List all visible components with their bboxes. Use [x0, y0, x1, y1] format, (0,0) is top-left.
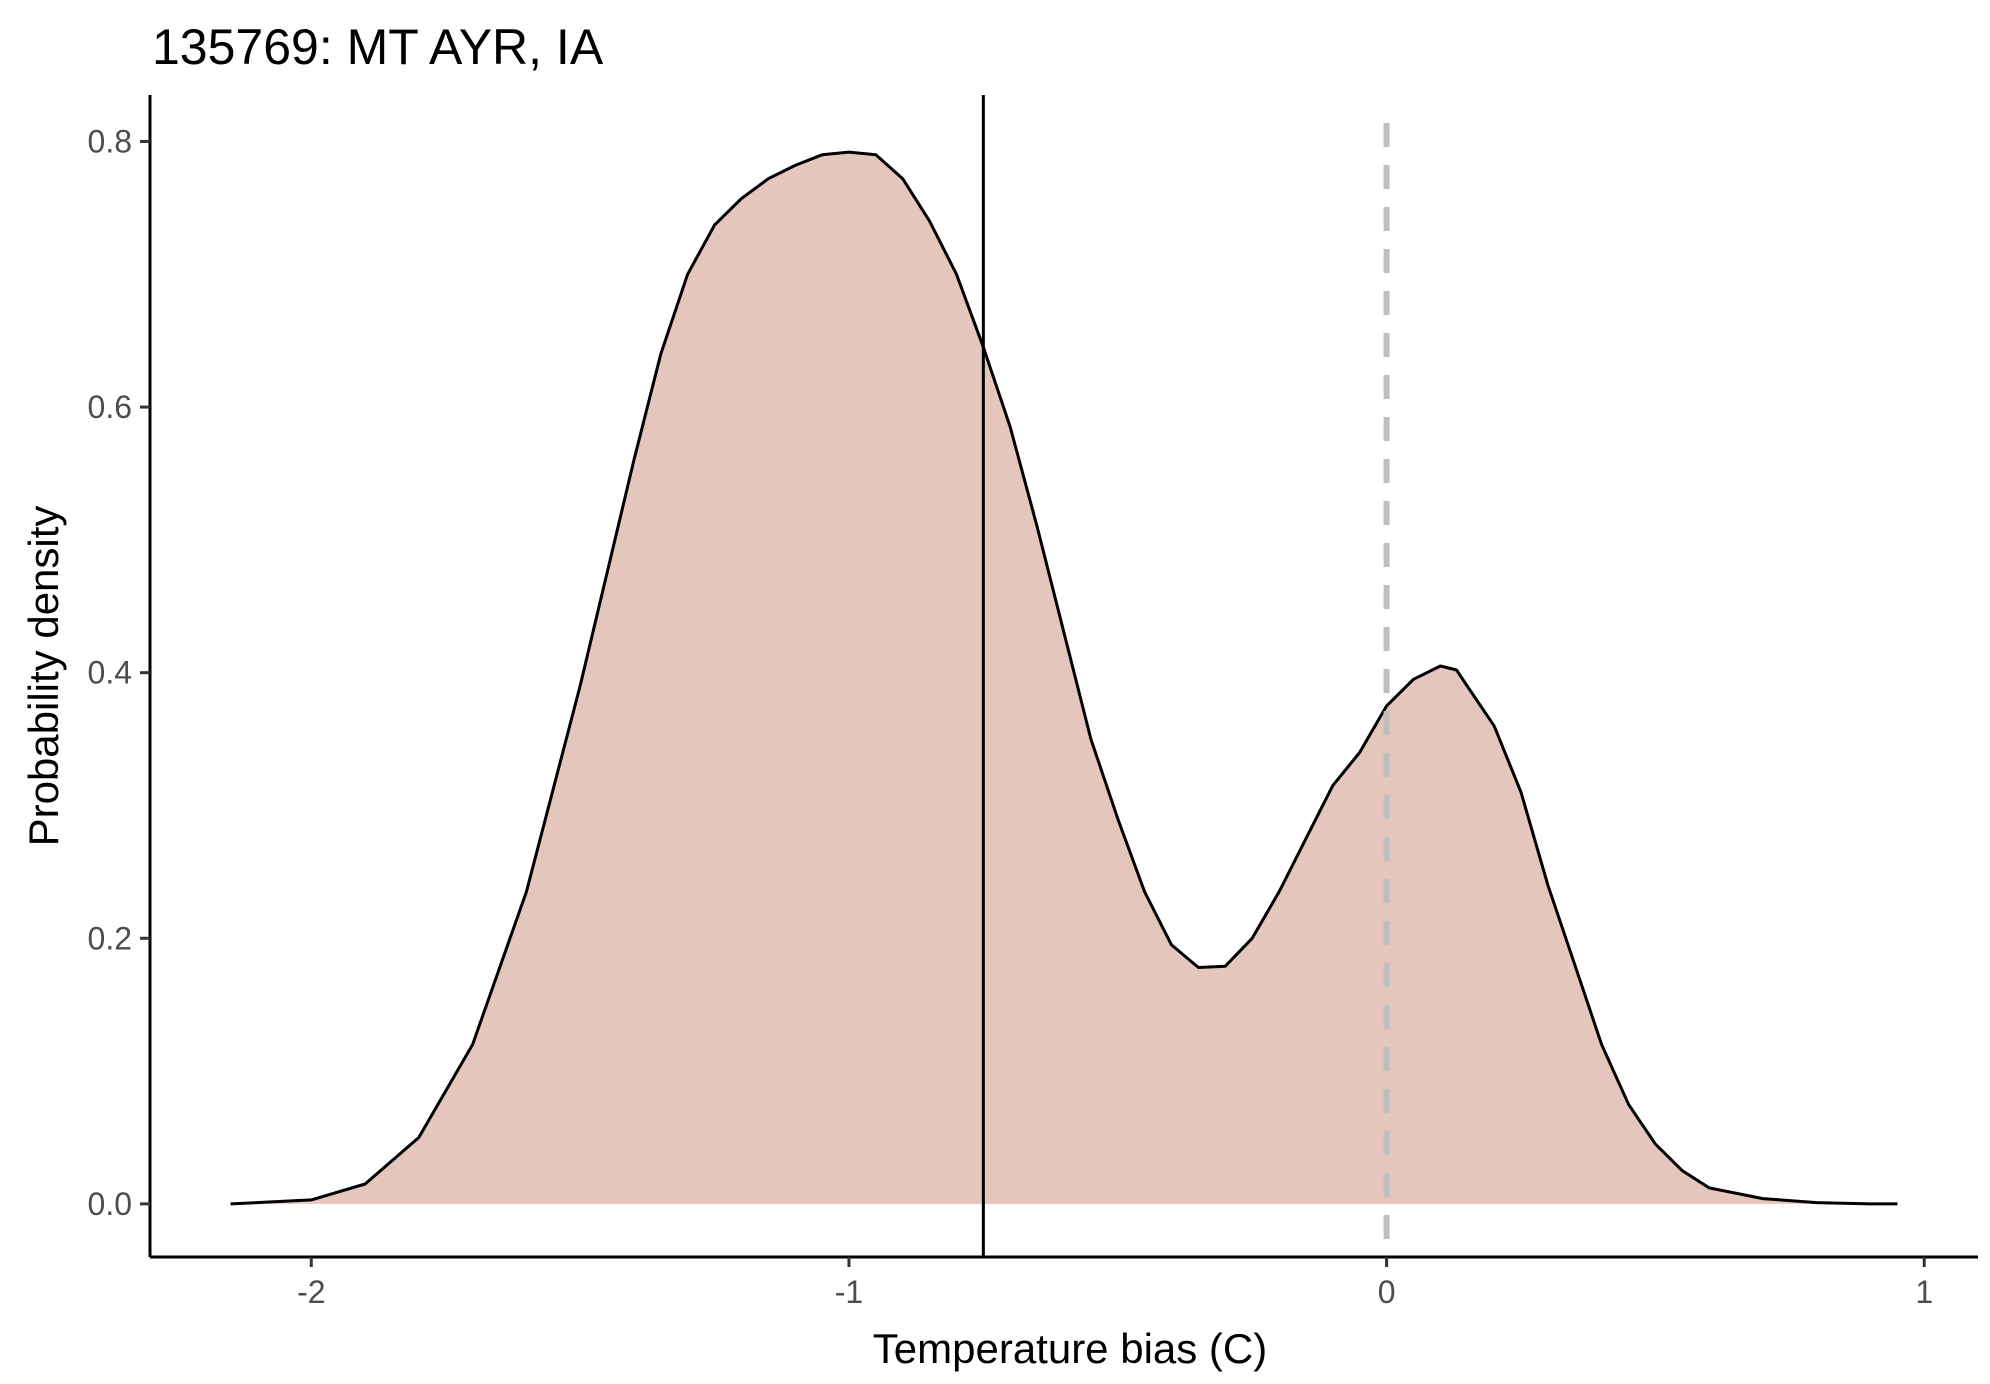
x-tick-label-2: 0 — [1378, 1274, 1396, 1310]
y-tick-label-4: 0.8 — [88, 123, 132, 159]
chart-title: 135769: MT AYR, IA — [152, 19, 604, 75]
y-tick-label-3: 0.6 — [88, 389, 132, 425]
density-line-0 — [230, 150, 1898, 1206]
y-tick-label-1: 0.2 — [88, 920, 132, 956]
density-area-0 — [230, 152, 1898, 1204]
y-axis-title: Probability density — [20, 506, 67, 847]
plot-area: -2 -1 0 1 0.0 0.2 0.4 0.6 0.8 — [88, 95, 1978, 1310]
x-tick-label-3: 1 — [1915, 1274, 1933, 1310]
y-tick-label-2: 0.4 — [88, 655, 132, 691]
y-tick-label-0: 0.0 — [88, 1186, 132, 1222]
x-tick-label-1: -1 — [835, 1274, 863, 1310]
x-axis-title: Temperature bias (C) — [873, 1325, 1267, 1372]
x-tick-label-0: -2 — [297, 1274, 325, 1310]
